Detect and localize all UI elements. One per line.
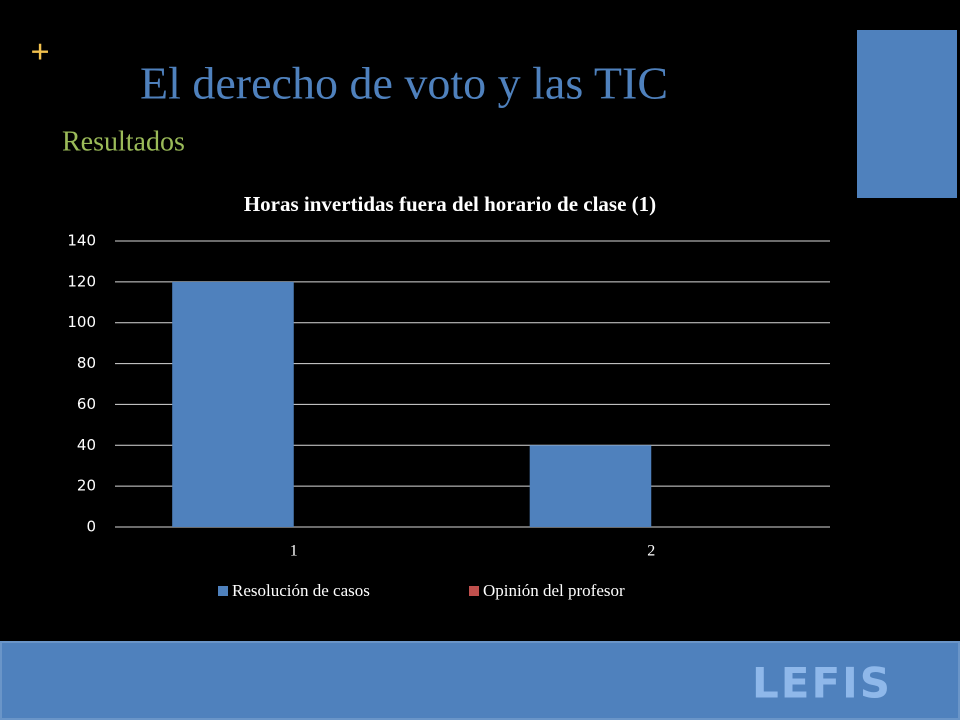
logo: LEFIS — [752, 659, 892, 708]
bar — [529, 445, 652, 527]
legend-swatch — [218, 586, 228, 596]
y-tick-label: 120 — [67, 272, 96, 290]
bar — [172, 281, 294, 527]
x-tick-label: 2 — [647, 543, 655, 560]
legend-swatch — [469, 586, 479, 596]
y-tick-label: 80 — [77, 354, 96, 372]
y-tick-label: 40 — [77, 436, 96, 454]
y-tick-label: 140 — [67, 232, 96, 250]
chart-title: Horas invertidas fuera del horario de cl… — [244, 192, 656, 216]
slide-title: El derecho de voto y las TIC — [140, 58, 668, 109]
legend-label: Resolución de casos — [232, 581, 370, 600]
x-tick-label: 1 — [290, 543, 298, 560]
y-tick-label: 60 — [77, 395, 96, 413]
y-tick-label: 0 — [86, 518, 96, 536]
legend-label: Opinión del profesor — [483, 581, 625, 600]
y-tick-label: 20 — [77, 477, 96, 495]
corner-block — [857, 30, 957, 198]
slide-subtitle: Resultados — [62, 126, 185, 157]
y-tick-label: 100 — [67, 313, 96, 331]
footer-band — [0, 641, 960, 720]
slide-marker: + — [30, 34, 49, 71]
